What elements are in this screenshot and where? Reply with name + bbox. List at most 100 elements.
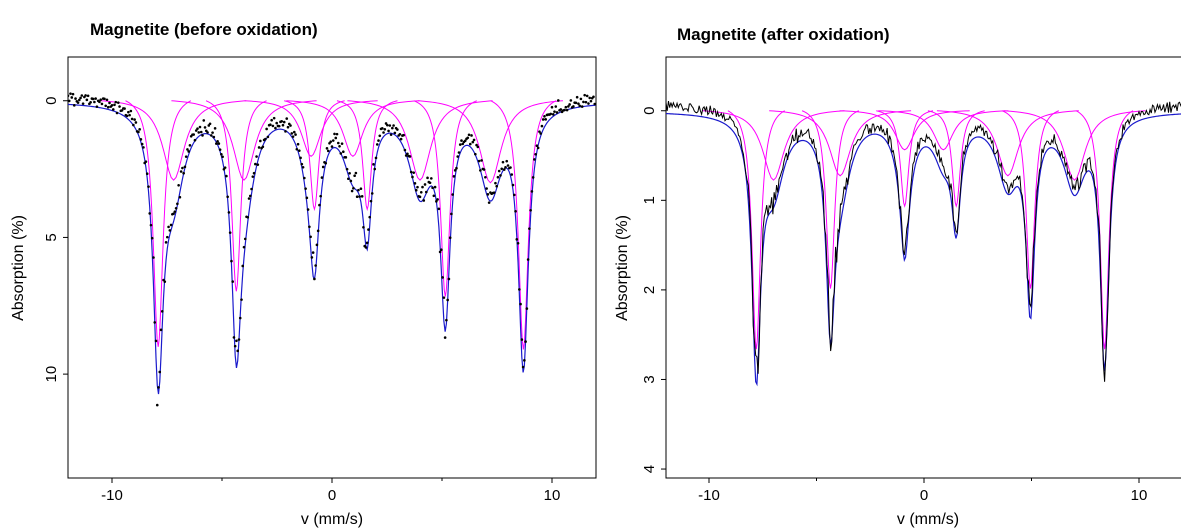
ticks-layer: -10 0 10 0 1 2 3 4 — [641, 107, 1147, 504]
data-point — [325, 147, 329, 150]
data-point — [494, 181, 497, 185]
data-point — [577, 102, 580, 105]
data-point — [437, 207, 441, 211]
data-point — [286, 125, 290, 129]
data-point — [130, 117, 134, 121]
data-point — [531, 176, 535, 179]
data-point — [362, 226, 365, 229]
data-point — [529, 209, 532, 212]
data-point — [559, 108, 563, 111]
data-point — [541, 118, 545, 121]
data-point — [134, 121, 138, 124]
data-point — [475, 143, 478, 147]
data-point — [468, 142, 472, 146]
data-point — [236, 349, 240, 353]
data-point — [145, 172, 149, 176]
data-point — [315, 243, 319, 247]
data-point — [164, 241, 168, 244]
series-layer — [68, 92, 596, 407]
data-point — [579, 97, 583, 101]
data-point — [223, 166, 227, 169]
data-point — [448, 236, 452, 239]
x-tick-label: -10 — [698, 487, 720, 504]
data-point — [256, 163, 260, 166]
component-sextet-2-line-2 — [769, 110, 912, 177]
data-point — [525, 307, 529, 310]
data-point — [159, 328, 163, 332]
data-point — [237, 338, 241, 341]
data-point — [440, 248, 443, 251]
data-point — [340, 142, 344, 145]
data-point — [314, 264, 317, 267]
data-point — [509, 166, 512, 169]
data-point — [308, 225, 311, 229]
data-point — [482, 168, 486, 171]
data-point — [408, 155, 412, 158]
data-point — [520, 338, 524, 341]
data-point — [243, 237, 247, 241]
data-point — [567, 105, 570, 108]
data-point — [528, 227, 531, 230]
data-point — [326, 149, 330, 153]
data-point — [441, 276, 444, 279]
data-point — [99, 98, 102, 101]
data-point — [213, 127, 217, 130]
data-point — [336, 141, 340, 145]
data-point — [435, 200, 438, 203]
data-point — [389, 133, 393, 136]
data-point — [392, 124, 395, 127]
y-tick-label: 2 — [641, 286, 658, 294]
data-point — [225, 174, 228, 178]
data-point — [215, 142, 218, 145]
data-point — [373, 167, 377, 171]
data-point — [556, 99, 560, 102]
data-point — [241, 264, 245, 268]
data-point — [110, 104, 114, 107]
component-sextet-1-line-5 — [1001, 110, 1060, 289]
data-point — [300, 162, 304, 166]
data-point — [187, 150, 190, 153]
data-point — [443, 336, 447, 339]
data-point — [367, 228, 370, 231]
data-point — [569, 99, 573, 102]
data-point — [419, 191, 423, 194]
data-point — [431, 186, 434, 190]
data-point — [451, 193, 454, 196]
data-point — [104, 104, 108, 108]
data-point — [106, 105, 110, 109]
data-point — [133, 118, 136, 121]
data-point — [257, 146, 261, 149]
data-point — [160, 310, 164, 313]
component-sextet-2-line-3 — [244, 100, 378, 157]
data-point — [294, 133, 297, 136]
data-point — [216, 140, 219, 143]
data-point — [544, 118, 548, 121]
data-point — [116, 101, 120, 104]
data-point — [350, 189, 354, 193]
data-point — [477, 159, 481, 163]
data-point — [125, 114, 129, 118]
data-point — [182, 171, 185, 175]
data-point — [132, 123, 135, 127]
data-point — [438, 250, 442, 254]
data-point — [433, 185, 437, 189]
component-sextet-2-line-3 — [839, 110, 970, 151]
component-sextet-1-line-6 — [490, 100, 557, 350]
data-point — [150, 236, 154, 240]
measured-data-points — [68, 92, 596, 407]
data-point — [492, 191, 496, 194]
data-point — [432, 194, 436, 198]
data-point — [255, 155, 258, 158]
measured-data-line — [666, 100, 1181, 382]
data-point — [543, 115, 546, 118]
data-point — [331, 139, 335, 142]
data-point — [208, 122, 212, 126]
component-sextet-2-line-6 — [1003, 110, 1146, 181]
ticks-layer: -10 0 10 0 5 10 — [43, 97, 560, 504]
data-point — [388, 124, 392, 127]
data-point — [442, 296, 446, 299]
data-point — [281, 123, 285, 127]
data-point — [396, 128, 399, 131]
data-point — [515, 238, 519, 241]
y-tick-label: 1 — [641, 196, 658, 204]
